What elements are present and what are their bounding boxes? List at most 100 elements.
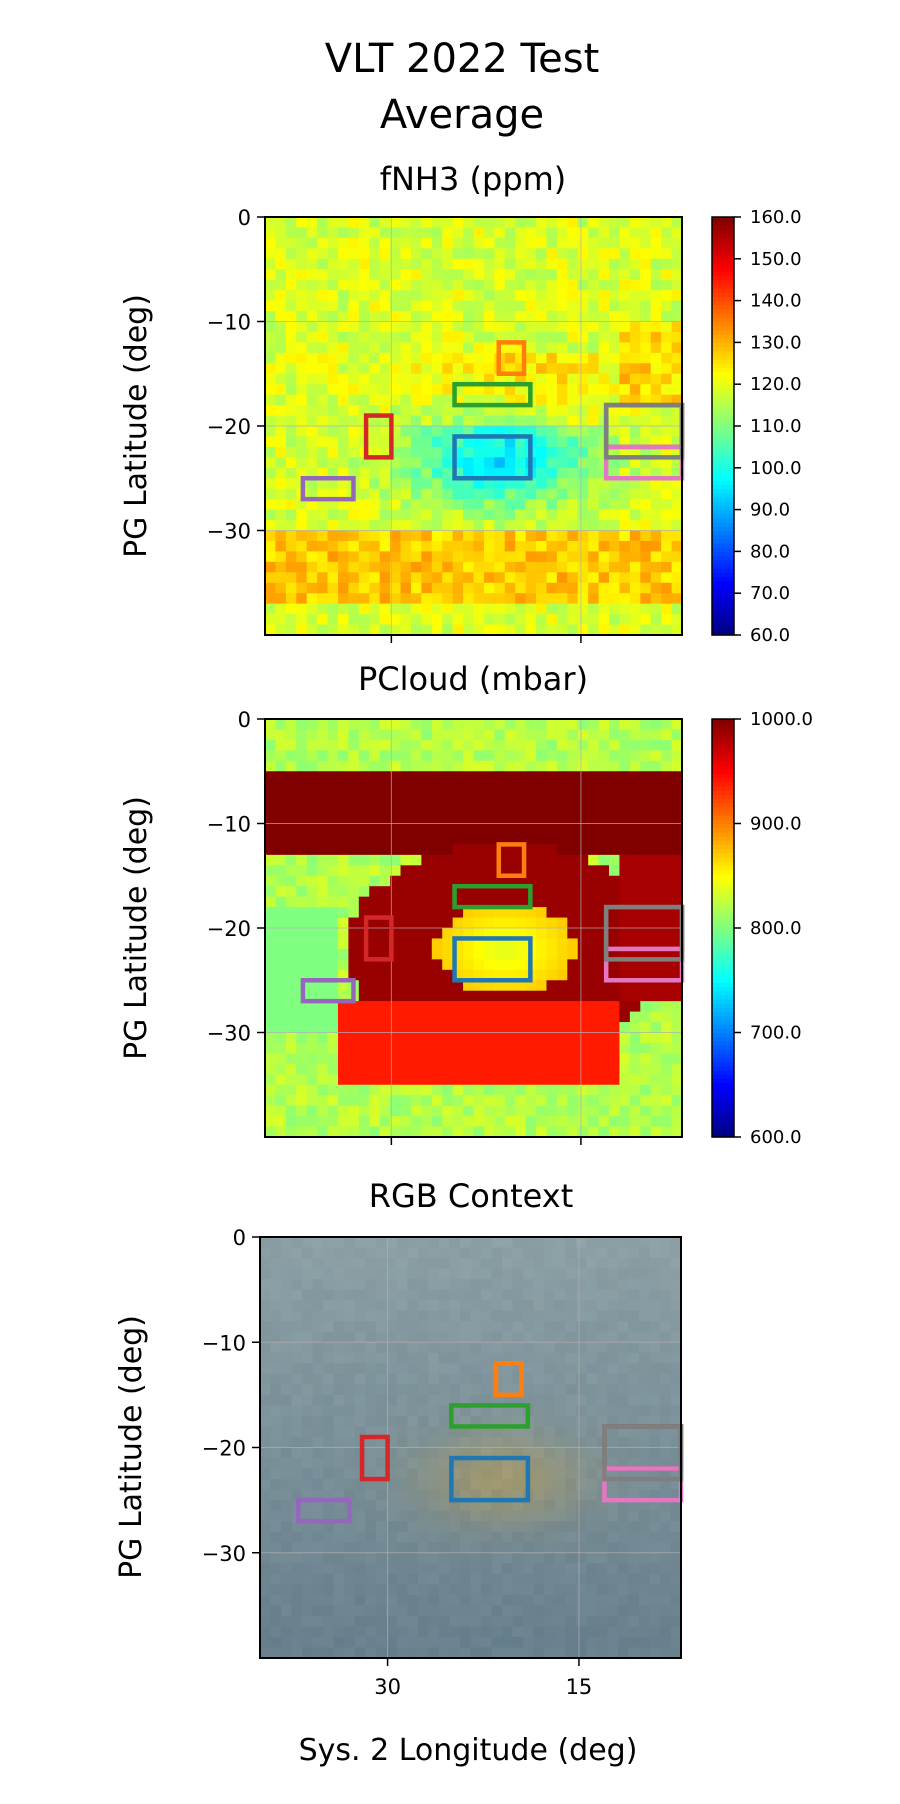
heatmap-cell — [365, 1563, 376, 1574]
heatmap-cell — [672, 1064, 683, 1075]
heatmap-cell — [365, 1500, 376, 1511]
heatmap-cell — [481, 1563, 492, 1574]
heatmap-cell — [421, 824, 432, 835]
heatmap-cell — [536, 562, 547, 573]
heatmap-cell — [355, 1647, 366, 1658]
heatmap-cell — [555, 1416, 566, 1427]
heatmap-cell — [421, 541, 432, 552]
heatmap-cell — [418, 1426, 429, 1437]
heatmap-cell — [513, 1574, 524, 1585]
heatmap-cell — [502, 1342, 513, 1353]
heatmap-cell — [557, 604, 568, 615]
heatmap-cell — [588, 792, 599, 803]
heatmap-cell — [460, 1553, 471, 1564]
heatmap-cell — [328, 259, 339, 270]
heatmap-cell — [513, 1248, 524, 1259]
heatmap-cell — [359, 259, 370, 270]
heatmap-cell — [597, 1374, 608, 1385]
heatmap-cell — [618, 1279, 629, 1290]
heatmap-cell — [523, 1300, 534, 1311]
heatmap-cell — [640, 572, 651, 583]
heatmap-cell — [328, 604, 339, 615]
heatmap-cell — [619, 290, 630, 301]
heatmap-cell — [494, 551, 505, 562]
heatmap-cell — [567, 980, 578, 991]
heatmap-cell — [296, 855, 307, 866]
heatmap-cell — [380, 834, 391, 845]
heatmap-cell — [442, 625, 453, 636]
heatmap-cell — [265, 342, 276, 353]
heatmap-cell — [661, 928, 672, 939]
heatmap-cell — [359, 625, 370, 636]
heatmap-cell — [578, 478, 589, 489]
heatmap-cell — [292, 1553, 303, 1564]
heatmap-cell — [302, 1542, 313, 1553]
heatmap-cell — [609, 1001, 620, 1012]
heatmap-cell — [313, 1321, 324, 1332]
heatmap-cell — [265, 363, 276, 374]
heatmap-cell — [661, 238, 672, 249]
heatmap-cell — [494, 1106, 505, 1117]
heatmap-cell — [348, 740, 359, 751]
heatmap-cell — [271, 1647, 282, 1658]
heatmap-cell — [407, 1458, 418, 1469]
heatmap-cell — [401, 593, 412, 604]
heatmap-cell — [439, 1311, 450, 1322]
heatmap-cell — [453, 834, 464, 845]
heatmap-cell — [567, 489, 578, 500]
heatmap-cell — [567, 970, 578, 981]
heatmap-cell — [411, 301, 422, 312]
heatmap-cell — [369, 1095, 380, 1106]
heatmap-cell — [317, 593, 328, 604]
colorbar-segment — [712, 1070, 734, 1075]
heatmap-cell — [494, 593, 505, 604]
heatmap-cell — [428, 1532, 439, 1543]
heatmap-cell — [661, 813, 672, 824]
heatmap-cell — [557, 614, 568, 625]
heatmap-cell — [432, 740, 443, 751]
heatmap-cell — [281, 1542, 292, 1553]
heatmap-cell — [313, 1342, 324, 1353]
heatmap-cell — [271, 1500, 282, 1511]
heatmap-cell — [401, 813, 412, 824]
heatmap-cell — [555, 1384, 566, 1395]
heatmap-cell — [672, 1012, 683, 1023]
heatmap-cell — [640, 991, 651, 1002]
heatmap-cell — [365, 1416, 376, 1427]
colorbar-segment — [712, 384, 734, 389]
heatmap-cell — [380, 1064, 391, 1075]
heatmap-cell — [334, 1248, 345, 1259]
heatmap-cell — [275, 447, 286, 458]
heatmap-cell — [449, 1647, 460, 1658]
colorbar-segment — [712, 376, 734, 381]
heatmap-cell — [397, 1311, 408, 1322]
heatmap-cell — [546, 311, 557, 322]
heatmap-cell — [534, 1374, 545, 1385]
heatmap-cell — [576, 1395, 587, 1406]
heatmap-cell — [271, 1584, 282, 1595]
heatmap-cell — [428, 1258, 439, 1269]
heatmap-cell — [338, 897, 349, 908]
heatmap-cell — [661, 1116, 672, 1127]
heatmap-cell — [432, 834, 443, 845]
heatmap-cell — [460, 1311, 471, 1322]
heatmap-cell — [526, 510, 537, 521]
heatmap-cell — [432, 824, 443, 835]
heatmap-cell — [307, 374, 318, 385]
heatmap-cell — [401, 520, 412, 531]
heatmap-cell — [546, 1022, 557, 1033]
heatmap-cell — [523, 1353, 534, 1364]
heatmap-cell — [421, 489, 432, 500]
heatmap-cell — [474, 614, 485, 625]
heatmap-cell — [567, 1043, 578, 1054]
heatmap-cell — [418, 1237, 429, 1248]
heatmap-cell — [515, 771, 526, 782]
colorbar-segment — [712, 1116, 734, 1121]
heatmap-cell — [526, 1001, 537, 1012]
heatmap-cell — [411, 457, 422, 468]
heatmap-cell — [376, 1532, 387, 1543]
heatmap-cell — [365, 1248, 376, 1259]
heatmap-cell — [365, 1584, 376, 1595]
heatmap-cell — [661, 792, 672, 803]
heatmap-cell — [513, 1300, 524, 1311]
